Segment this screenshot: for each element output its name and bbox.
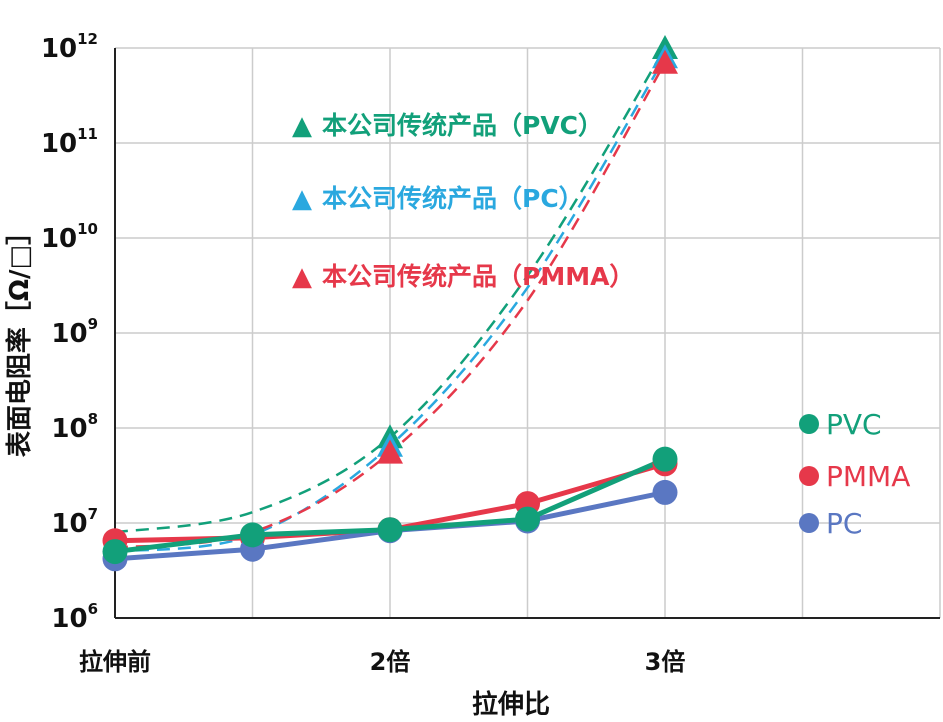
- y-tick-labels: 106 107 108 109 1010 1011 1012: [41, 30, 98, 634]
- circle-marker: [240, 522, 265, 548]
- legend-marker-triangle: ▲: [292, 184, 312, 214]
- series-label-text: PVC: [826, 408, 882, 441]
- series-label-text: PMMA: [826, 460, 910, 493]
- circle-marker: [652, 479, 678, 505]
- series-group: [102, 35, 678, 572]
- y-tick-label: 107: [51, 505, 98, 539]
- y-tick-label: 1011: [41, 125, 98, 159]
- circle-marker: [515, 506, 540, 532]
- y-tick-label: 109: [51, 315, 98, 349]
- series-label-text: PC: [826, 507, 862, 540]
- circle-marker: [102, 539, 128, 565]
- x-tick-label: 拉伸前: [79, 648, 151, 676]
- series-label-marker: [799, 466, 819, 486]
- triangle-marker: [377, 439, 403, 464]
- series-label-marker: [799, 513, 819, 533]
- legend-label: 本公司传统产品（PMMA）: [322, 262, 634, 291]
- circle-marker: [652, 446, 678, 472]
- x-axis-title: 拉伸比: [472, 689, 550, 720]
- series-labels: PVC PMMA PC: [799, 408, 910, 540]
- legend-label: 本公司传统产品（PC）: [322, 184, 584, 213]
- legend-marker-triangle: ▲: [292, 111, 312, 141]
- x-tick-label: 3倍: [645, 648, 686, 676]
- triangle-marker: [652, 49, 678, 74]
- legend-label: 本公司传统产品（PVC）: [322, 111, 603, 140]
- legend-marker-triangle: ▲: [292, 262, 312, 292]
- y-axis-title: 表面电阻率［Ω/□］: [4, 219, 35, 457]
- dashed-series-line: [114, 47, 667, 534]
- y-tick-label: 108: [51, 410, 98, 444]
- x-tick-labels: 拉伸前 2倍 3倍: [79, 648, 685, 676]
- y-tick-label: 1010: [41, 220, 98, 254]
- series-label-marker: [799, 414, 819, 434]
- y-tick-label: 106: [51, 600, 98, 634]
- dashed-series-line: [114, 56, 667, 553]
- legend: ▲ 本公司传统产品（PVC） ▲ 本公司传统产品（PC） ▲ 本公司传统产品（PMMA）: [292, 111, 634, 292]
- y-tick-label: 1012: [41, 30, 98, 64]
- axes: [114, 48, 940, 619]
- circle-marker: [377, 517, 403, 543]
- x-tick-label: 2倍: [370, 648, 411, 676]
